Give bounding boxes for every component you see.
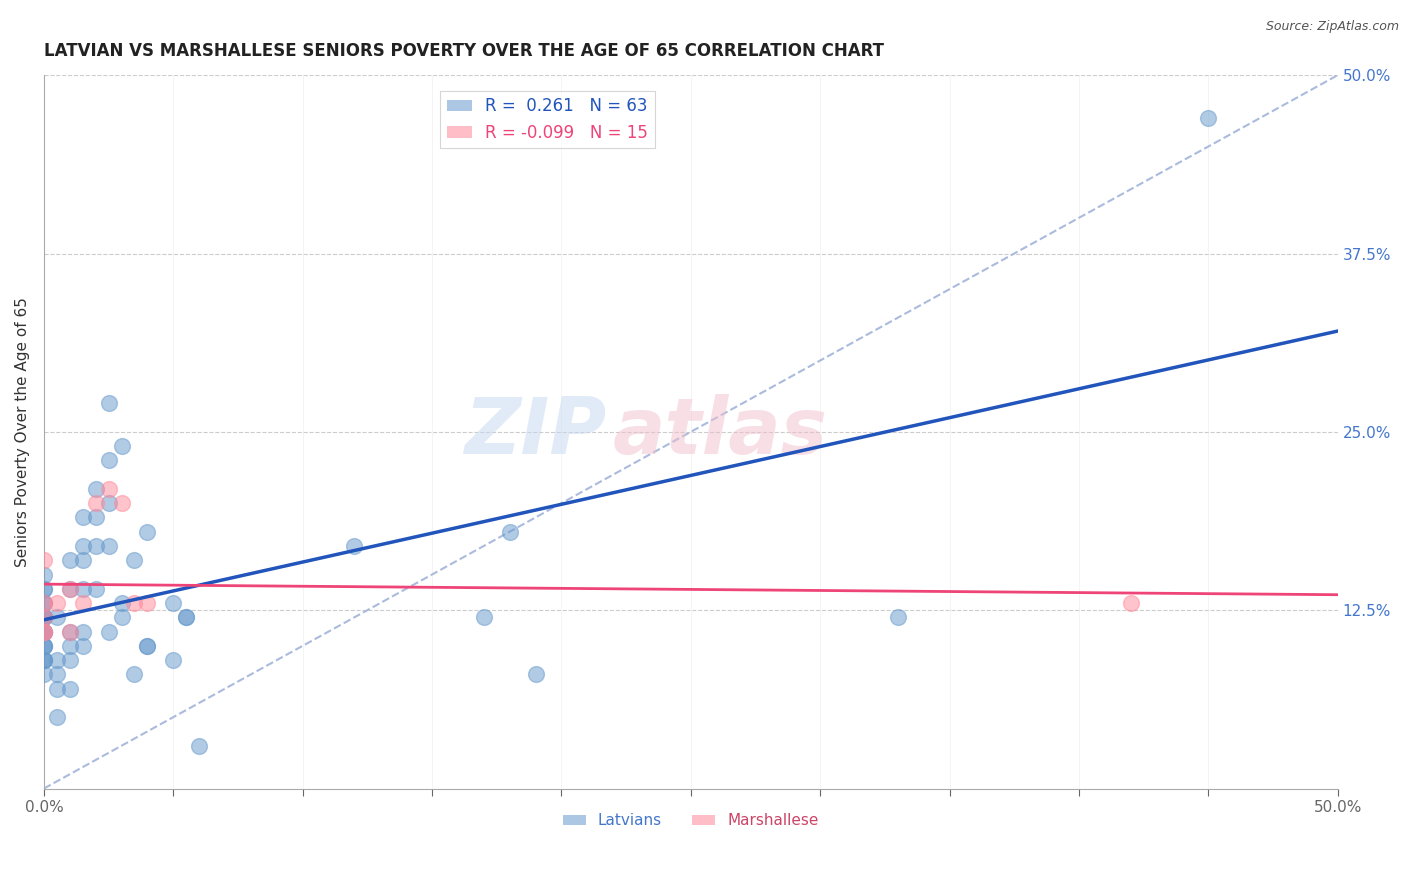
Point bbox=[32, 596, 55, 610]
Text: ZIP: ZIP bbox=[464, 394, 606, 470]
Point bbox=[110, 610, 132, 624]
Point bbox=[32, 553, 55, 567]
Point bbox=[32, 624, 55, 639]
Point bbox=[343, 539, 366, 553]
Point bbox=[136, 639, 159, 653]
Point bbox=[59, 553, 82, 567]
Point bbox=[32, 653, 55, 667]
Point bbox=[32, 624, 55, 639]
Point bbox=[97, 453, 120, 467]
Point bbox=[32, 639, 55, 653]
Point bbox=[97, 482, 120, 496]
Point bbox=[59, 624, 82, 639]
Point bbox=[1119, 596, 1142, 610]
Point bbox=[84, 482, 107, 496]
Point bbox=[84, 496, 107, 510]
Point bbox=[45, 710, 67, 724]
Point bbox=[72, 553, 94, 567]
Point bbox=[97, 539, 120, 553]
Point bbox=[32, 610, 55, 624]
Point bbox=[45, 681, 67, 696]
Point bbox=[97, 624, 120, 639]
Point bbox=[72, 582, 94, 596]
Point bbox=[136, 596, 159, 610]
Point bbox=[45, 610, 67, 624]
Point bbox=[1197, 111, 1219, 125]
Point bbox=[32, 567, 55, 582]
Point bbox=[124, 596, 146, 610]
Y-axis label: Seniors Poverty Over the Age of 65: Seniors Poverty Over the Age of 65 bbox=[15, 297, 30, 566]
Point bbox=[32, 667, 55, 681]
Point bbox=[72, 510, 94, 524]
Point bbox=[887, 610, 910, 624]
Legend: Latvians, Marshallese: Latvians, Marshallese bbox=[557, 807, 825, 834]
Point bbox=[32, 624, 55, 639]
Point bbox=[59, 653, 82, 667]
Point bbox=[72, 596, 94, 610]
Point bbox=[72, 539, 94, 553]
Point bbox=[110, 439, 132, 453]
Point bbox=[32, 624, 55, 639]
Point bbox=[32, 653, 55, 667]
Point bbox=[188, 739, 211, 753]
Point bbox=[174, 610, 197, 624]
Point bbox=[32, 610, 55, 624]
Point bbox=[162, 653, 184, 667]
Point bbox=[32, 639, 55, 653]
Point bbox=[162, 596, 184, 610]
Point bbox=[45, 596, 67, 610]
Point bbox=[32, 624, 55, 639]
Point bbox=[45, 667, 67, 681]
Text: Source: ZipAtlas.com: Source: ZipAtlas.com bbox=[1265, 20, 1399, 33]
Point bbox=[32, 596, 55, 610]
Point bbox=[124, 553, 146, 567]
Point bbox=[59, 582, 82, 596]
Point bbox=[84, 539, 107, 553]
Point bbox=[32, 610, 55, 624]
Point bbox=[498, 524, 520, 539]
Point bbox=[472, 610, 495, 624]
Point bbox=[72, 624, 94, 639]
Point bbox=[32, 596, 55, 610]
Point bbox=[32, 610, 55, 624]
Point bbox=[59, 681, 82, 696]
Point bbox=[32, 582, 55, 596]
Point bbox=[110, 496, 132, 510]
Point bbox=[72, 639, 94, 653]
Point bbox=[32, 653, 55, 667]
Point bbox=[97, 496, 120, 510]
Point bbox=[524, 667, 547, 681]
Point bbox=[84, 510, 107, 524]
Point bbox=[32, 582, 55, 596]
Point bbox=[136, 524, 159, 539]
Point bbox=[110, 596, 132, 610]
Point bbox=[32, 639, 55, 653]
Point bbox=[59, 582, 82, 596]
Point bbox=[124, 667, 146, 681]
Point bbox=[45, 653, 67, 667]
Text: LATVIAN VS MARSHALLESE SENIORS POVERTY OVER THE AGE OF 65 CORRELATION CHART: LATVIAN VS MARSHALLESE SENIORS POVERTY O… bbox=[44, 42, 884, 60]
Point bbox=[136, 639, 159, 653]
Point bbox=[59, 624, 82, 639]
Point bbox=[59, 639, 82, 653]
Point bbox=[84, 582, 107, 596]
Text: atlas: atlas bbox=[613, 394, 828, 470]
Point bbox=[97, 396, 120, 410]
Point bbox=[174, 610, 197, 624]
